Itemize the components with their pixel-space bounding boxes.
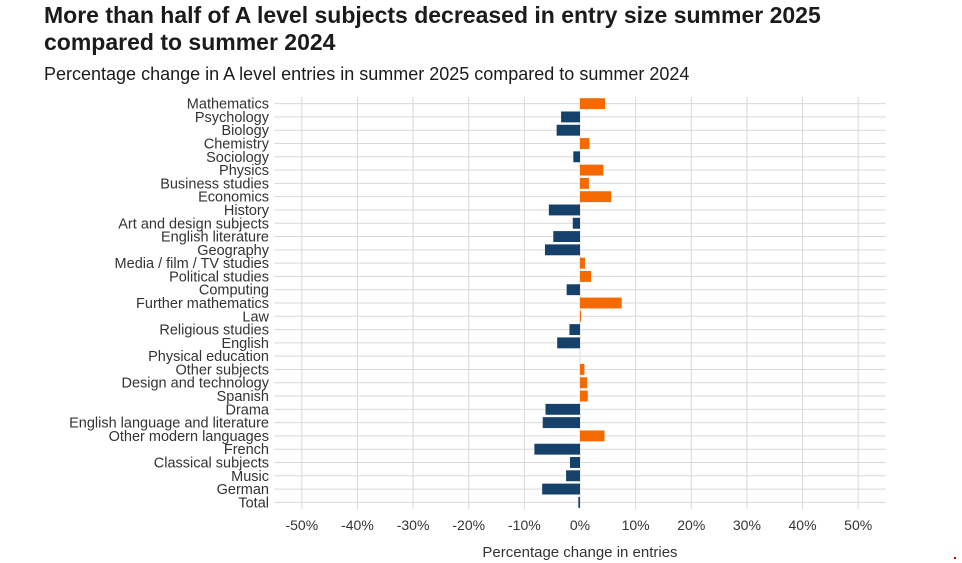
- category-label: English: [221, 336, 269, 352]
- category-label: Business studies: [160, 176, 269, 192]
- category-label: Physics: [219, 163, 269, 179]
- category-label: Geography: [197, 243, 269, 259]
- x-tick-label: -10%: [508, 517, 541, 533]
- x-tick-label: 0%: [570, 517, 590, 533]
- category-label: English language and literature: [69, 416, 269, 432]
- bar: [580, 297, 622, 309]
- x-tick-label: 20%: [677, 517, 705, 533]
- x-tick-label: 50%: [844, 517, 872, 533]
- category-label: Religious studies: [159, 323, 269, 339]
- bar: [573, 151, 580, 163]
- category-label: Media / film / TV studies: [115, 256, 269, 272]
- category-label: English literature: [161, 230, 269, 246]
- category-labels: MathematicsPsychologyBiologyChemistrySoc…: [69, 97, 270, 512]
- x-tick-label: -40%: [341, 517, 374, 533]
- category-label: German: [217, 482, 269, 498]
- category-label: Design and technology: [121, 376, 269, 392]
- chart-subtitle: Percentage change in A level entries in …: [44, 64, 690, 84]
- bar: [566, 284, 580, 296]
- category-label: Other subjects: [176, 362, 270, 378]
- bar: [548, 204, 580, 216]
- bar: [580, 138, 590, 149]
- bar: [557, 337, 580, 349]
- category-label: French: [224, 442, 269, 458]
- bars: [534, 98, 622, 508]
- category-label: Total: [238, 495, 269, 511]
- bar: [534, 443, 580, 455]
- bar: [580, 164, 604, 176]
- bar: [566, 470, 580, 482]
- bar: [553, 231, 580, 242]
- bar: [556, 124, 580, 136]
- bar: [580, 430, 605, 442]
- category-label: Biology: [221, 123, 269, 139]
- category-label: Art and design subjects: [118, 216, 269, 232]
- category-label: Sociology: [206, 150, 270, 166]
- x-axis-title: Percentage change in entries: [482, 544, 677, 561]
- chart-title: More than half of A level subjects decre…: [44, 2, 821, 55]
- category-label: Economics: [198, 190, 269, 206]
- bar: [580, 257, 586, 269]
- bar: [580, 390, 588, 402]
- bar: [580, 191, 612, 203]
- category-label: Classical subjects: [154, 455, 269, 471]
- category-label: Other modern languages: [109, 429, 269, 445]
- category-label: Physical education: [148, 349, 269, 365]
- bar: [542, 417, 580, 429]
- bar: [580, 177, 589, 189]
- bar: [580, 98, 606, 110]
- category-label: Chemistry: [204, 137, 270, 153]
- category-label: Further mathematics: [136, 296, 269, 312]
- x-tick-label: 40%: [789, 517, 817, 533]
- category-label: Political studies: [169, 269, 269, 285]
- x-tick-label: 30%: [733, 517, 761, 533]
- category-label: Spanish: [217, 389, 269, 405]
- category-label: Law: [242, 309, 269, 325]
- bar: [561, 111, 580, 123]
- bar: [578, 496, 580, 508]
- category-label: Mathematics: [187, 97, 269, 113]
- bar: [542, 483, 580, 495]
- bar: [545, 403, 580, 415]
- bar: [572, 217, 580, 229]
- x-tick-labels: -50% -40% -30% -20% -10% 0% 10% 20% 30% 40% 50%: [285, 517, 872, 533]
- category-label: Computing: [199, 283, 269, 299]
- x-tick-label: 10%: [622, 517, 650, 533]
- category-label: Psychology: [195, 110, 270, 126]
- category-label: History: [224, 203, 270, 219]
- corner-mark: [954, 557, 956, 559]
- bar: [580, 310, 582, 322]
- x-tick-label: -20%: [452, 517, 485, 533]
- bar: [569, 324, 580, 336]
- category-label: Music: [231, 469, 269, 485]
- category-label: Drama: [225, 402, 269, 418]
- bar: [580, 364, 585, 375]
- x-tick-label: -30%: [397, 517, 430, 533]
- bar: [580, 377, 588, 389]
- bar: [569, 457, 580, 468]
- bar: [544, 244, 580, 256]
- x-tick-label: -50%: [285, 517, 318, 533]
- bar: [580, 270, 592, 282]
